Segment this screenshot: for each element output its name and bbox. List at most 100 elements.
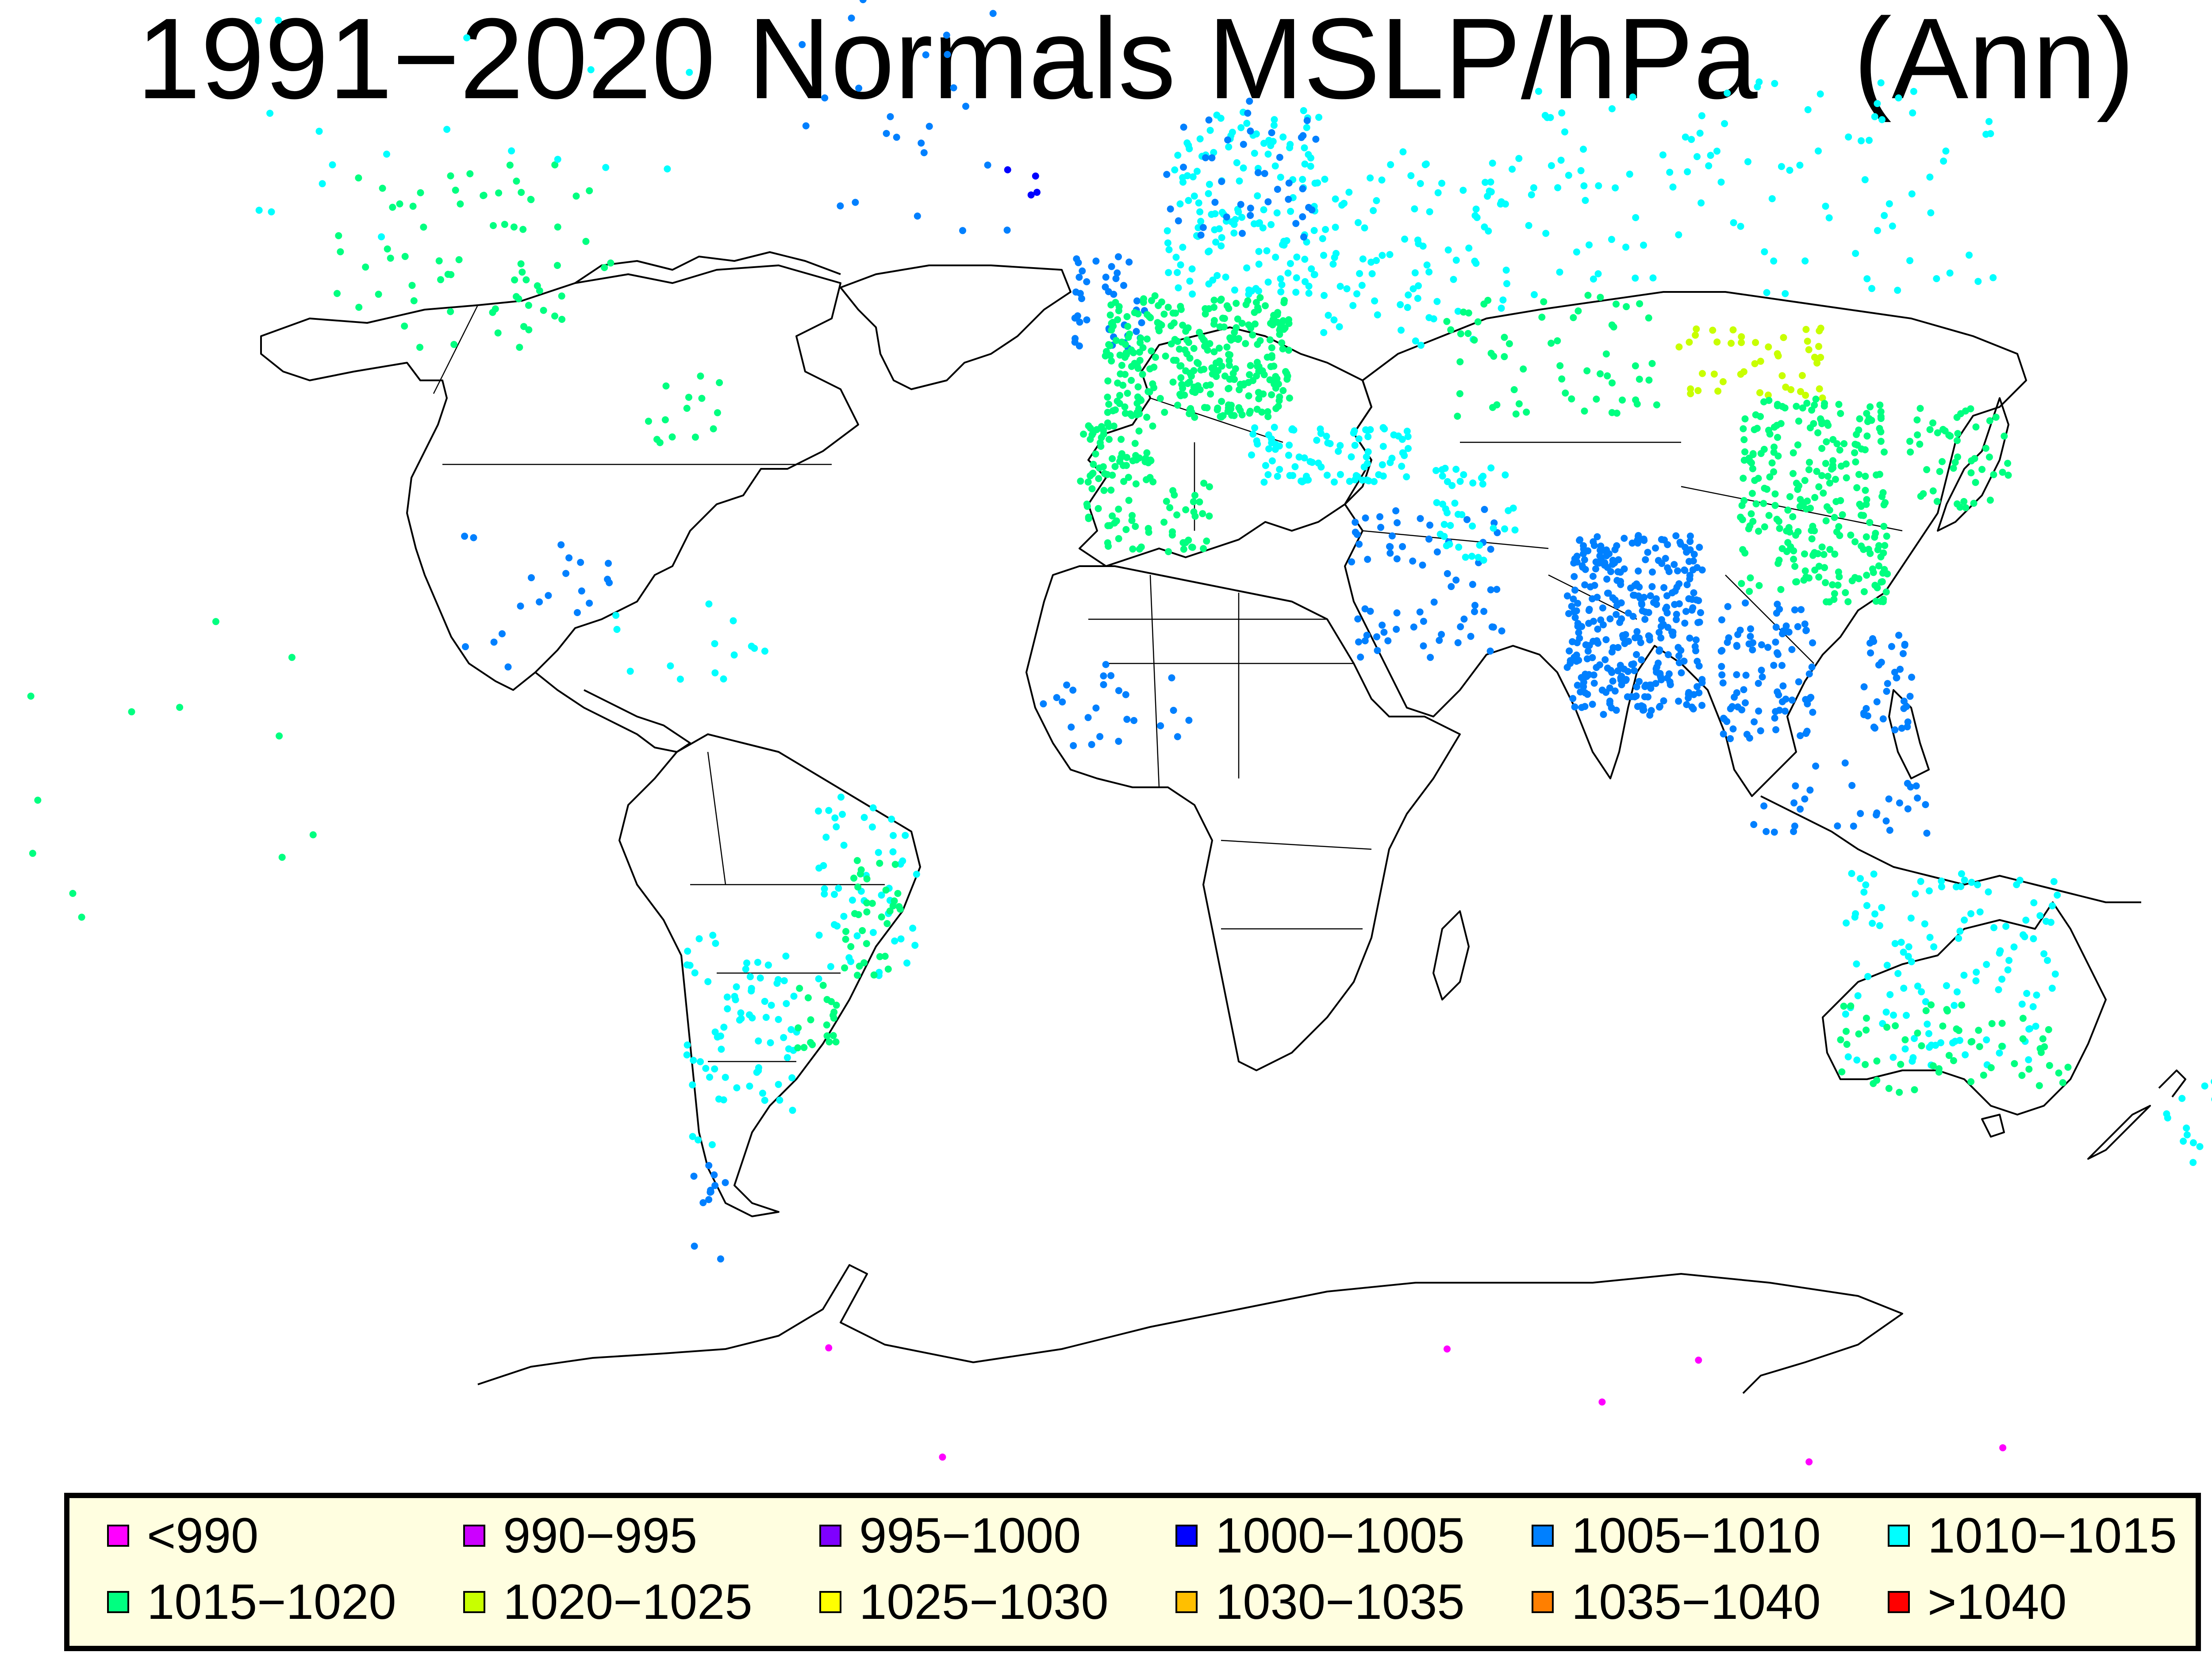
- station-dot: [1684, 168, 1691, 176]
- station-dot: [1206, 512, 1213, 520]
- station-dot: [1568, 395, 1575, 402]
- station-dot: [1808, 663, 1816, 671]
- station-dot: [1790, 556, 1797, 563]
- station-dot: [868, 823, 876, 831]
- station-dot: [875, 849, 882, 856]
- station-dot: [911, 942, 919, 949]
- station-dot: [1685, 694, 1692, 702]
- station-dot: [1601, 656, 1609, 663]
- station-dot: [1469, 479, 1477, 487]
- station-dot: [1647, 592, 1654, 599]
- station-dot: [1853, 1056, 1861, 1064]
- station-dot: [1613, 602, 1621, 609]
- station-dot: [775, 1081, 782, 1088]
- station-dot: [775, 1016, 782, 1023]
- station-dot: [1786, 493, 1793, 500]
- station-dot: [1450, 276, 1457, 283]
- station-dot: [1596, 559, 1603, 567]
- station-dot: [1743, 731, 1751, 738]
- station-dot: [710, 425, 717, 433]
- station-dot: [1990, 924, 1997, 932]
- station-dot: [1212, 238, 1220, 246]
- station-dot: [1162, 353, 1169, 360]
- station-dot: [1147, 314, 1154, 322]
- station-dot: [2183, 1124, 2190, 1132]
- station-dot: [1790, 799, 1798, 807]
- station-dot: [1343, 285, 1351, 292]
- station-dot: [1790, 470, 1797, 477]
- station-dot: [1890, 1012, 1897, 1019]
- station-dot: [1575, 307, 1582, 314]
- station-dot: [1649, 274, 1657, 282]
- station-dot: [1352, 518, 1359, 526]
- station-dot: [1646, 636, 1653, 644]
- station-dot: [1604, 664, 1611, 672]
- station-dot: [1763, 828, 1770, 835]
- station-dot: [1960, 971, 1968, 979]
- station-dot: [1608, 105, 1616, 112]
- station-dot: [554, 223, 561, 231]
- station-dot: [1276, 466, 1283, 473]
- station-dot: [1642, 608, 1649, 616]
- madagascar-outline: [1432, 910, 1470, 1000]
- station-dot: [1150, 384, 1158, 391]
- station-dot: [1812, 395, 1820, 403]
- station-dot: [1247, 204, 1254, 212]
- station-dot: [1793, 402, 1800, 410]
- station-dot: [1952, 883, 1960, 890]
- station-dot: [1370, 207, 1377, 215]
- station-dot: [1108, 326, 1115, 334]
- station-dot: [1420, 642, 1427, 650]
- station-dot: [1272, 405, 1280, 412]
- station-dot: [1583, 655, 1591, 663]
- station-dot: [1757, 450, 1765, 457]
- station-dot: [1968, 1038, 1976, 1045]
- station-dot: [1803, 728, 1811, 735]
- station-dot: [1205, 248, 1212, 256]
- station-dot: [1182, 367, 1190, 375]
- station-dot: [837, 202, 844, 210]
- station-dot: [408, 282, 416, 289]
- station-dot: [1304, 476, 1311, 484]
- station-dot: [554, 156, 561, 163]
- station-dot: [1270, 122, 1278, 129]
- station-dot: [1897, 666, 1904, 673]
- station-dot: [1929, 419, 1936, 427]
- station-dot: [1303, 124, 1310, 131]
- station-dot: [1175, 284, 1182, 291]
- station-dot: [1597, 370, 1604, 378]
- station-dot: [1719, 679, 1727, 686]
- station-dot: [1974, 278, 1982, 285]
- station-dot: [1645, 314, 1652, 322]
- station-dot: [1967, 1078, 1975, 1085]
- station-dot: [718, 1046, 725, 1053]
- station-dot: [1930, 943, 1938, 951]
- station-dot: [743, 959, 750, 967]
- station-dot: [1565, 610, 1572, 617]
- station-dot: [1285, 452, 1292, 459]
- station-dot: [1683, 581, 1691, 588]
- station-dot: [1877, 415, 1885, 422]
- station-dot: [831, 891, 838, 898]
- station-dot: [1729, 326, 1737, 334]
- station-dot: [1590, 542, 1598, 549]
- station-dot: [1936, 468, 1943, 475]
- station-dot: [309, 831, 317, 839]
- station-dot: [565, 554, 573, 562]
- station-dot: [702, 1065, 710, 1072]
- station-dot: [1612, 184, 1619, 192]
- station-dot: [1094, 505, 1102, 512]
- station-dot: [1790, 547, 1797, 555]
- station-dot: [1243, 119, 1251, 127]
- station-dot: [1807, 505, 1814, 512]
- station-dot: [1854, 992, 1862, 1000]
- station-dot: [1741, 448, 1749, 456]
- station-dot: [1895, 94, 1902, 102]
- station-dot: [1770, 828, 1778, 836]
- station-dot: [1657, 634, 1665, 642]
- station-dot: [1891, 668, 1898, 676]
- station-dot: [1206, 126, 1214, 134]
- station-dot: [1100, 681, 1107, 688]
- station-dot: [1801, 257, 1809, 264]
- station-dot: [1177, 306, 1185, 313]
